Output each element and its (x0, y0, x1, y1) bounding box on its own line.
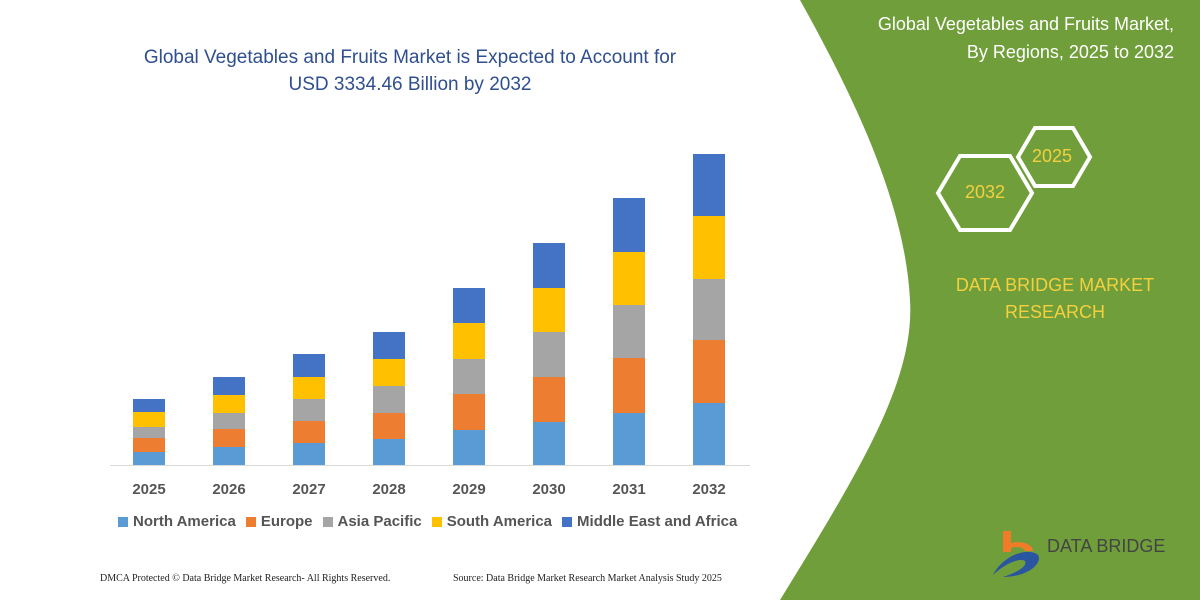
bar-segment-2030-2 (533, 332, 565, 377)
bar-segment-2030-4 (533, 243, 565, 288)
legend-swatch (245, 516, 256, 527)
hexagon-2025 (1015, 126, 1093, 188)
bar-segment-2027-2 (293, 399, 325, 421)
bar-segment-2032-2 (693, 279, 725, 340)
bar-segment-2031-3 (613, 252, 645, 305)
bar-segment-2030-3 (533, 288, 565, 332)
footer-source: Source: Data Bridge Market Research Mark… (453, 573, 722, 584)
x-tick-label: 2029 (452, 481, 485, 498)
bar-segment-2029-1 (453, 394, 485, 430)
bar-segment-2031-0 (613, 413, 645, 465)
bar-segment-2028-1 (373, 413, 405, 439)
bar-segment-2027-0 (293, 443, 325, 465)
x-tick-label: 2030 (532, 481, 565, 498)
bar-segment-2032-4 (693, 154, 725, 216)
legend-swatch (431, 516, 442, 527)
bar-segment-2027-3 (293, 377, 325, 399)
x-tick-label: 2027 (292, 481, 325, 498)
bar-segment-2029-4 (453, 288, 485, 323)
legend-item: North America (118, 513, 236, 530)
x-tick-label: 2026 (212, 481, 245, 498)
chart-title-line-2: USD 3334.46 Billion by 2032 (288, 74, 532, 95)
hex-label-2032: 2032 (965, 182, 1006, 202)
bar-segment-2032-1 (693, 340, 725, 403)
x-tick-label: 2031 (612, 481, 645, 498)
logo-text: DATA BRIDGE (1047, 536, 1166, 556)
footer-copyright: DMCA Protected © Data Bridge Market Rese… (100, 573, 391, 584)
bar-segment-2031-1 (613, 358, 645, 413)
bar-segment-2025-4 (133, 399, 165, 412)
legend: North America Europe Asia Pacific South Ame… (118, 513, 737, 530)
bar-segment-2025-3 (133, 412, 165, 427)
hexagon-2032 (935, 154, 1035, 232)
bar-segment-2031-4 (613, 198, 645, 252)
stacked-bar-chart: 2025 2026 2027 2028 2029 2030 2031 2032 (110, 154, 750, 498)
legend-label: North America (133, 513, 236, 530)
x-tick-label: 2032 (692, 481, 725, 498)
bar-segment-2029-0 (453, 430, 485, 465)
bar-segment-2029-3 (453, 323, 485, 359)
brand-line-1: DATA BRIDGE MARKET (955, 275, 1155, 295)
x-tick-label: 2025 (132, 481, 165, 498)
bar-segment-2027-4 (293, 354, 325, 377)
bar-segment-2025-0 (133, 452, 165, 465)
legend-label: Europe (260, 513, 313, 530)
chart-title-line-1: Global Vegetables and Fruits Market is E… (143, 47, 677, 68)
legend-swatch (562, 516, 573, 527)
bar-segment-2026-4 (213, 377, 245, 395)
legend-item: South America (431, 513, 553, 530)
hex-label-2025: 2025 (1032, 146, 1073, 166)
bar-segment-2028-2 (373, 386, 405, 413)
legend-label: South America (446, 513, 553, 530)
bar-segment-2025-2 (133, 427, 165, 438)
bar-segment-2028-3 (373, 359, 405, 386)
bar-segment-2026-3 (213, 395, 245, 413)
bar-segment-2032-3 (693, 216, 725, 279)
bar-segment-2027-1 (293, 421, 325, 443)
bar-segment-2030-0 (533, 422, 565, 465)
panel-title-line-1: Global Vegetables and Fruits Market, (877, 14, 1174, 34)
brand-line-2: RESEARCH (1004, 302, 1106, 322)
bar-segment-2032-0 (693, 403, 725, 465)
bar-segment-2028-4 (373, 332, 405, 359)
bar-segment-2030-1 (533, 377, 565, 422)
legend-item: Europe (245, 513, 313, 530)
bar-segment-2026-0 (213, 447, 245, 465)
legend-item: Middle East and Africa (562, 513, 737, 530)
bar-segment-2031-2 (613, 305, 645, 358)
x-tick-label: 2028 (372, 481, 405, 498)
brand-text: DATA BRIDGE MARKET RESEARCH (930, 272, 1180, 326)
legend-item: Asia Pacific (322, 513, 422, 530)
chart-title: Global Vegetables and Fruits Market is E… (100, 44, 720, 98)
legend-label: Asia Pacific (337, 513, 422, 530)
bar-segment-2028-0 (373, 439, 405, 465)
bar-segment-2029-2 (453, 359, 485, 394)
data-bridge-logo-icon (993, 531, 1039, 577)
panel-title-line-2: By Regions, 2025 to 2032 (966, 42, 1174, 62)
legend-label: Middle East and Africa (577, 513, 738, 530)
legend-swatch (118, 516, 128, 527)
bar-segment-2026-1 (213, 429, 245, 447)
legend-swatch (322, 516, 333, 527)
bar-segment-2026-2 (213, 413, 245, 429)
bar-segment-2025-1 (133, 438, 165, 452)
